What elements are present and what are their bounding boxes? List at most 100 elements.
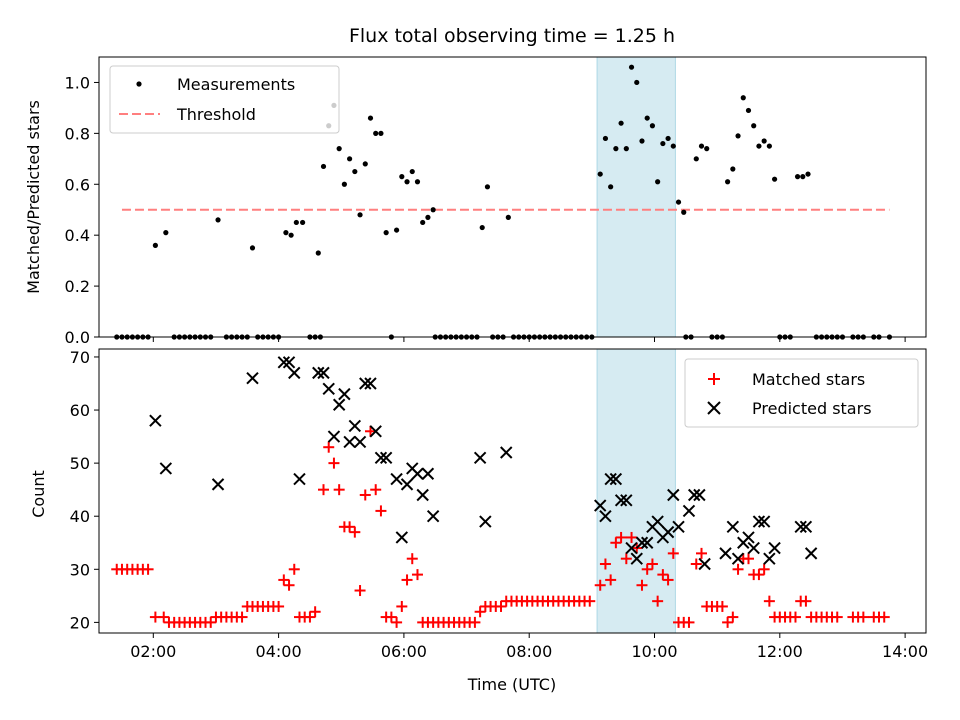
predicted-star-point bbox=[768, 541, 781, 555]
measurement-point bbox=[756, 143, 762, 149]
predicted-star-point bbox=[416, 488, 429, 502]
matched-star-point bbox=[288, 563, 300, 575]
measurement-point bbox=[414, 179, 421, 185]
predicted-star-point bbox=[390, 472, 403, 486]
bottom-y-axis-label: Count bbox=[29, 470, 48, 518]
predicted-star-point bbox=[332, 398, 346, 411]
predicted-star-point bbox=[609, 472, 623, 486]
measurement-point bbox=[655, 179, 661, 185]
bottom-legend: Matched stars Predicted stars bbox=[684, 358, 919, 428]
predicted-star-point bbox=[731, 552, 745, 565]
matched-star-point bbox=[753, 569, 765, 581]
x-tick-label: 06:00 bbox=[381, 642, 427, 661]
measurement-point bbox=[745, 107, 752, 114]
predicted-star-point bbox=[640, 536, 654, 549]
matched-star-point bbox=[641, 563, 653, 575]
matched-star-point bbox=[364, 425, 376, 437]
bottom-y-tick-label: 30 bbox=[70, 560, 90, 579]
matched-star-point bbox=[800, 595, 812, 607]
legend-predicted-label: Predicted stars bbox=[752, 399, 872, 418]
bottom-y-tick-label: 20 bbox=[70, 613, 90, 632]
bottom-y-tick-label: 40 bbox=[70, 507, 90, 526]
top-y-tick-label: 1.0 bbox=[65, 73, 90, 92]
bottom-axes-frame bbox=[98, 348, 927, 634]
measurement-point bbox=[761, 138, 767, 144]
measurement-point bbox=[681, 209, 687, 215]
legend-matched-marker bbox=[708, 373, 720, 385]
top-panel: 0.0 0.2 0.4 0.6 0.8 1.0 Matched/Predicted sta… bbox=[24, 56, 927, 347]
predicted-star-point bbox=[288, 366, 301, 380]
measurement-point bbox=[602, 135, 609, 142]
top-y-tick-label: 0.0 bbox=[65, 328, 90, 347]
measurement-point bbox=[693, 156, 699, 162]
x-axis-label: Time (UTC) bbox=[467, 675, 556, 694]
predicted-star-point bbox=[594, 499, 607, 512]
legend-measurements-marker bbox=[136, 81, 142, 87]
matched-star-point bbox=[857, 611, 869, 623]
matched-star-point bbox=[328, 457, 340, 469]
predicted-star-point bbox=[747, 541, 760, 555]
measurement-point bbox=[623, 146, 629, 152]
matched-star-point bbox=[789, 611, 801, 623]
measurement-point bbox=[215, 217, 221, 223]
x-tick-label: 02:00 bbox=[130, 642, 176, 661]
measurement-point bbox=[293, 219, 299, 226]
matched-star-point bbox=[273, 600, 285, 612]
matched-star-point bbox=[411, 569, 423, 581]
matched-star-point bbox=[396, 600, 408, 612]
matched-star-point bbox=[401, 574, 413, 586]
measurement-point bbox=[315, 250, 321, 256]
matched-star-point bbox=[599, 558, 611, 570]
top-y-tick-label: 0.2 bbox=[65, 277, 90, 296]
matched-star-point bbox=[474, 606, 486, 618]
matched-star-point bbox=[344, 521, 356, 533]
matched-star-point bbox=[333, 484, 345, 496]
matched-star-point bbox=[385, 611, 397, 623]
measurement-point bbox=[163, 230, 169, 236]
predicted-star-point bbox=[211, 478, 225, 491]
predicted-star-point bbox=[672, 520, 685, 534]
measurement-point bbox=[608, 184, 614, 190]
measurement-point bbox=[665, 135, 671, 142]
matched-star-point bbox=[763, 595, 775, 607]
predicted-star-point bbox=[293, 472, 306, 486]
matched-star-point bbox=[695, 547, 707, 559]
bottom-y-tick-label: 60 bbox=[70, 401, 90, 420]
legend-measurements-label: Measurements bbox=[177, 75, 295, 94]
measurement-point bbox=[352, 168, 358, 175]
measurement-point bbox=[484, 184, 491, 190]
matched-star-point bbox=[722, 616, 734, 628]
matched-star-point bbox=[620, 553, 632, 565]
matched-star-point bbox=[652, 595, 664, 607]
x-tick-label: 12:00 bbox=[757, 642, 803, 661]
predicted-star-point bbox=[312, 366, 325, 380]
matched-star-point bbox=[205, 616, 217, 628]
matched-star-point bbox=[716, 600, 728, 612]
predicted-star-point bbox=[364, 377, 377, 390]
matched-star-point bbox=[406, 553, 418, 565]
predicted-star-point bbox=[343, 435, 356, 449]
measurement-point bbox=[639, 138, 645, 144]
predicted-star-point bbox=[604, 472, 617, 486]
measurement-point bbox=[730, 166, 736, 172]
matched-star-point bbox=[758, 563, 770, 575]
measurement-point bbox=[735, 133, 741, 139]
predicted-star-point bbox=[667, 488, 680, 502]
predicted-star-point bbox=[500, 446, 513, 459]
predicted-star-point bbox=[479, 515, 492, 528]
predicted-star-point bbox=[763, 552, 776, 565]
matched-star-point bbox=[236, 611, 248, 623]
measurement-point bbox=[409, 168, 415, 175]
predicted-star-point bbox=[757, 515, 771, 528]
measurement-point bbox=[336, 146, 342, 152]
matched-star-point bbox=[615, 531, 627, 543]
legend-matched-label: Matched stars bbox=[752, 370, 865, 389]
top-y-tick-label: 0.4 bbox=[65, 226, 90, 245]
measurement-point bbox=[613, 146, 619, 152]
matched-star-point bbox=[495, 600, 507, 612]
measurement-point bbox=[660, 140, 666, 147]
bottom-highlight-span bbox=[596, 348, 676, 634]
predicted-star-point bbox=[599, 510, 612, 523]
legend-threshold-label: Threshold bbox=[176, 105, 256, 124]
